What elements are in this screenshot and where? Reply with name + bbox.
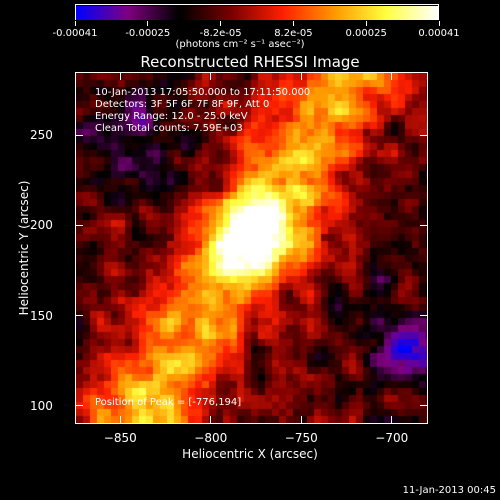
axis-tick	[420, 134, 428, 136]
colorbar-tick	[365, 21, 367, 26]
detectors-annotation: Detectors: 3F 5F 6F 7F 8F 9F, Att 0	[95, 99, 270, 110]
axis-tick	[75, 405, 83, 407]
y-tick-label: 150	[30, 308, 53, 323]
axis-tick	[75, 315, 83, 317]
energy-range-annotation: Energy Range: 12.0 - 25.0 keV	[95, 111, 248, 122]
y-tick-label: 200	[30, 218, 53, 233]
colorbar-tick	[438, 21, 440, 26]
colorbar-gradient	[76, 6, 438, 20]
colorbar-tick	[292, 21, 294, 26]
colorbar-tick-label: -0.00025	[125, 28, 171, 39]
time-range-annotation: 10-Jan-2013 17:05:50.000 to 17:11:50.000	[95, 87, 311, 98]
colorbar-tick-label: 0.00025	[345, 28, 387, 39]
axis-tick	[75, 134, 83, 136]
x-tick-label: −800	[194, 431, 228, 445]
colorbar-tick-label: 0.00041	[418, 28, 460, 39]
x-tick-label: −850	[103, 431, 137, 445]
colorbar-units: (photons cm⁻² s⁻¹ asec⁻²)	[175, 39, 305, 50]
axis-tick	[119, 72, 121, 80]
axis-tick	[119, 416, 121, 424]
x-tick-label: −750	[284, 431, 318, 445]
axis-tick	[391, 416, 393, 424]
y-axis-label: Heliocentric Y (arcsec)	[17, 180, 31, 316]
colorbar-tick	[220, 21, 222, 26]
colorbar-tick	[147, 21, 149, 26]
axis-tick	[300, 72, 302, 80]
axis-tick	[210, 416, 212, 424]
x-axis-label: Heliocentric X (arcsec)	[182, 447, 318, 461]
peak-position-annotation: Position of Peak = [-776,194]	[95, 397, 242, 408]
rhessi-image-plot	[75, 72, 428, 424]
colorbar	[75, 4, 439, 20]
colorbar-tick	[74, 21, 76, 26]
plot-title: Reconstructed RHESSI Image	[140, 53, 360, 71]
axis-tick	[391, 72, 393, 80]
axis-tick	[420, 315, 428, 317]
footer-date: 11-Jan-2013 00:45	[402, 485, 496, 496]
axis-tick	[210, 72, 212, 80]
colorbar-tick-label: 8.2e-05	[274, 28, 313, 39]
y-tick-label: 100	[30, 398, 53, 413]
x-tick-label: −700	[375, 431, 409, 445]
rhessi-intensity-map	[76, 73, 427, 423]
axis-tick	[420, 405, 428, 407]
colorbar-tick-label: -8.2e-05	[199, 28, 242, 39]
axis-tick	[75, 224, 83, 226]
colorbar-tick-label: -0.00041	[52, 28, 98, 39]
clean-counts-annotation: Clean Total counts: 7.59E+03	[95, 123, 243, 134]
axis-tick	[420, 224, 428, 226]
axis-tick	[300, 416, 302, 424]
y-tick-label: 250	[30, 128, 53, 143]
